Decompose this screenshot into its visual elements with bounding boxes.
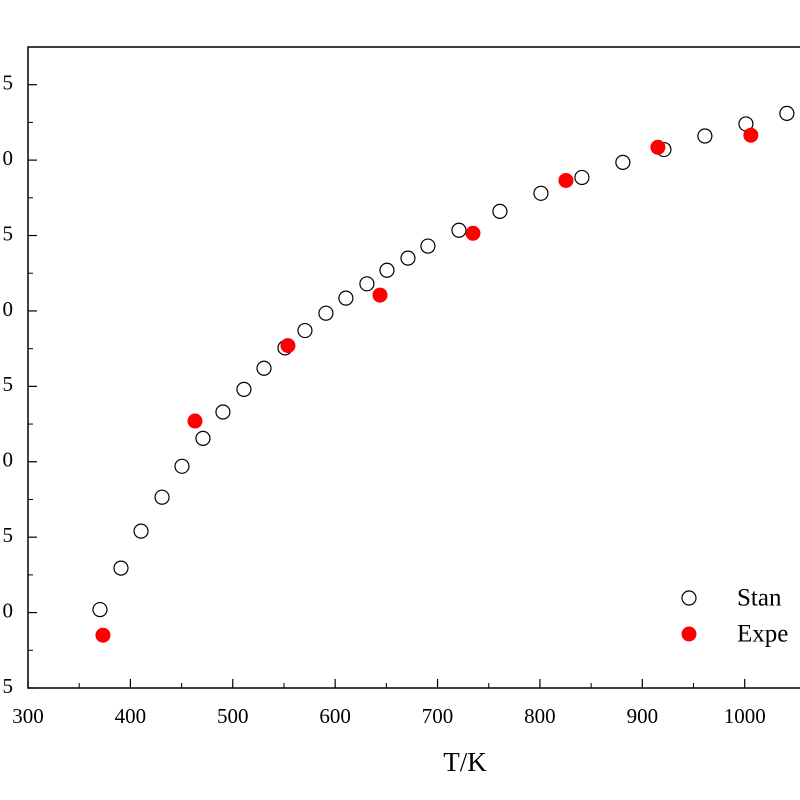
data-point <box>359 276 375 292</box>
x-tick-label: 1000 <box>724 704 766 728</box>
data-point <box>743 127 759 143</box>
data-point <box>133 523 149 539</box>
x-axis-label: T/K <box>443 747 487 777</box>
data-point <box>195 430 211 446</box>
y-tick-label: 5 <box>3 71 14 95</box>
y-tick-label: 5 <box>3 221 14 245</box>
x-tick-label: 900 <box>627 704 659 728</box>
data-point <box>256 360 272 376</box>
y-tick-label: 5 <box>3 372 14 396</box>
data-point <box>379 262 395 278</box>
data-point <box>492 203 508 219</box>
data-point <box>338 290 354 306</box>
data-point <box>650 139 666 155</box>
y-tick-label: 0 <box>3 448 14 472</box>
data-point <box>113 560 129 576</box>
data-point <box>318 305 334 321</box>
x-tick-label: 600 <box>319 704 351 728</box>
data-point <box>236 381 252 397</box>
y-tick-label: 5 <box>3 674 14 698</box>
data-point <box>92 601 108 618</box>
plot-frame <box>27 46 800 689</box>
data-point <box>280 338 296 354</box>
data-point <box>154 489 170 505</box>
y-tick-label: 0 <box>3 146 14 170</box>
y-tick-label: 0 <box>3 598 14 622</box>
data-point <box>420 238 436 254</box>
legend-marker <box>681 590 697 606</box>
data-point <box>451 222 467 238</box>
x-tick-label: 800 <box>524 704 556 728</box>
data-point <box>697 128 713 144</box>
x-tick-label: 700 <box>422 704 454 728</box>
data-point <box>533 185 549 201</box>
data-point <box>215 404 231 420</box>
x-tick-label: 500 <box>217 704 249 728</box>
data-point <box>174 458 190 474</box>
data-point <box>297 322 313 339</box>
x-tick-label: 400 <box>115 704 147 728</box>
y-tick-label: 0 <box>3 297 14 321</box>
data-point <box>558 172 574 188</box>
legend-label: Stan <box>737 585 782 612</box>
data-point <box>779 105 795 121</box>
legend-label: Expe <box>737 621 788 648</box>
data-point <box>465 225 481 241</box>
data-point <box>574 169 590 186</box>
data-point <box>615 154 631 170</box>
legend-marker <box>681 626 697 642</box>
x-tick-label: 300 <box>12 704 44 728</box>
data-point <box>372 287 388 303</box>
data-point <box>95 627 111 643</box>
y-tick-label: 5 <box>3 523 14 547</box>
data-point <box>187 413 203 429</box>
data-point <box>400 250 416 266</box>
